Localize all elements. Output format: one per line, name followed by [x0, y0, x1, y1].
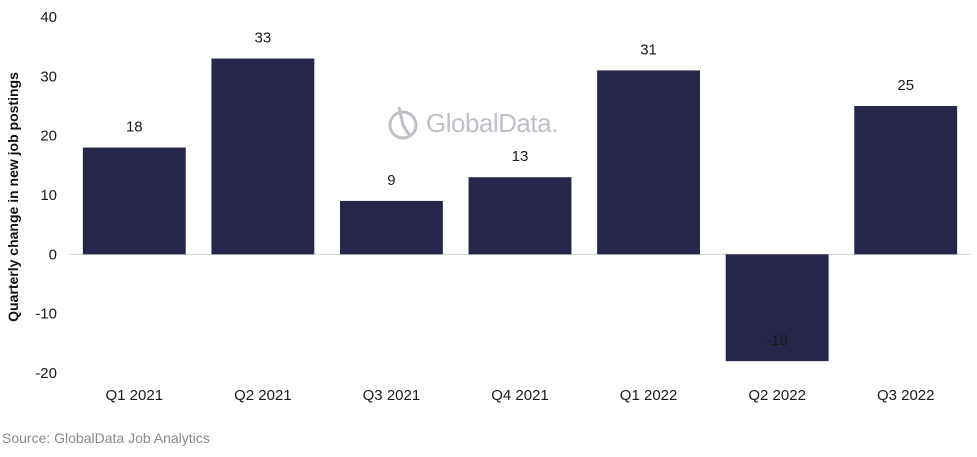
x-tick-label: Q2 2021 — [234, 387, 292, 404]
y-tick-label: 40 — [40, 9, 57, 26]
y-axis-label: Quarterly change in new job postings — [5, 72, 21, 322]
bar-q3-2021 — [340, 200, 443, 255]
data-label: 31 — [640, 41, 657, 58]
data-label: 13 — [512, 148, 529, 165]
x-tick-label: Q2 2022 — [748, 387, 806, 404]
bar-q4-2021 — [468, 177, 572, 255]
bar-q2-2021 — [211, 58, 315, 255]
x-tick-label: Q3 2022 — [877, 387, 935, 404]
x-axis-ticks: Q1 2021 Q2 2021 Q3 2021 Q4 2021 Q1 2022 Q2 20… — [106, 387, 935, 404]
x-tick-label: Q1 2021 — [106, 387, 164, 404]
data-label: -18 — [766, 332, 788, 349]
globaldata-watermark: GlobalData. — [386, 103, 558, 143]
watermark-text: GlobalData. — [426, 107, 558, 138]
bars — [82, 58, 958, 362]
y-tick-label: -20 — [35, 365, 57, 382]
bar-q1-2022 — [597, 70, 700, 255]
y-tick-label: 30 — [40, 68, 57, 85]
bar-q2-2022 — [725, 254, 829, 362]
y-tick-label: 20 — [40, 128, 57, 145]
y-axis-ticks: -20 -10 0 10 20 30 40 — [35, 9, 57, 382]
data-label: 25 — [897, 77, 914, 94]
bar-q3-2022 — [854, 106, 958, 255]
globaldata-logo-icon — [388, 106, 418, 140]
x-tick-label: Q4 2021 — [491, 387, 549, 404]
y-tick-label: 10 — [40, 187, 57, 204]
data-label: 33 — [255, 30, 272, 47]
data-labels: 18 33 9 13 31 -18 25 — [126, 30, 914, 350]
x-tick-label: Q3 2021 — [363, 387, 421, 404]
data-label: 18 — [126, 119, 143, 136]
data-label: 9 — [387, 172, 395, 189]
source-note: Source: GlobalData Job Analytics — [2, 430, 210, 446]
y-tick-label: 0 — [49, 246, 57, 263]
x-tick-label: Q1 2022 — [620, 387, 678, 404]
y-tick-label: -10 — [35, 306, 57, 323]
bar-q1-2021 — [82, 147, 186, 255]
